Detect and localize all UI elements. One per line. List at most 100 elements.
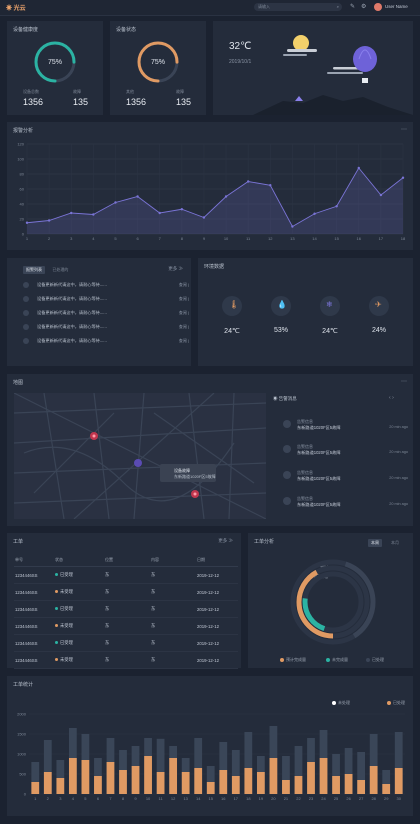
username[interactable]: User Name <box>385 4 408 9</box>
x-tick-label: 4 <box>72 796 75 801</box>
gear-icon[interactable]: ⚙ <box>361 4 367 10</box>
alert-icon <box>23 296 29 302</box>
col-id[interactable]: 单号 <box>14 554 54 567</box>
segment-week[interactable]: 本周 <box>368 539 382 547</box>
list-item[interactable]: 告警信息 东新路道1020F区5故障 20 min ago <box>283 469 408 497</box>
table-row[interactable]: 1234446SS 未受理东东 2019-12-12 <box>14 583 238 601</box>
weather-panel: 32℃ 2019/10/1 <box>213 21 413 115</box>
tooltip-title: 设备故障 <box>174 468 190 473</box>
table-row[interactable]: 1234446SS 已受理东东 2019-12-12 <box>14 634 238 652</box>
bar-processed <box>194 768 203 794</box>
city-map[interactable] <box>14 393 266 519</box>
status-dot <box>55 573 58 577</box>
table-row[interactable]: 1234446SS 已受理东东 2019-12-12 <box>14 600 238 618</box>
table-row[interactable]: 1234446SS 未受理东东 2019-12-12 <box>14 617 238 635</box>
more-link[interactable]: 更多 ≫ <box>218 538 233 543</box>
bar-processed <box>219 770 228 794</box>
x-tick-label: 8 <box>122 796 125 801</box>
list-item[interactable]: 设备更新新代请这中，请耐心等待...... 查阅 | <box>23 280 189 290</box>
order-status: 未受理 <box>54 583 104 601</box>
ring-outer <box>290 559 376 645</box>
x-tick-label: 3 <box>70 236 73 241</box>
data-point <box>313 212 316 215</box>
bar-processed <box>357 780 366 794</box>
bar-processed <box>206 782 215 794</box>
list-item[interactable]: 告警信息 东新路道1020F区5故障 20 min ago <box>283 443 408 471</box>
message-header: ◉ 告警消息 <box>273 396 297 402</box>
col-status[interactable]: 状态 <box>54 554 104 567</box>
message-title: 告警消息 <box>278 396 297 401</box>
x-tick-label: 11 <box>246 236 251 241</box>
bar-unprocessed <box>394 732 403 794</box>
bar-processed <box>181 772 190 794</box>
bar-processed <box>394 768 403 794</box>
bar-unprocessed <box>56 760 65 794</box>
next-icon[interactable]: › <box>392 395 394 401</box>
bar-processed <box>131 766 140 794</box>
wind-value: 24% <box>371 327 386 334</box>
search-input[interactable]: 请输入 ⌕ <box>254 3 342 11</box>
legend-item: 已处理 <box>366 657 384 663</box>
alarm-text: 设备更新新代请这中，请耐心等待...... <box>37 296 107 301</box>
alarm-action[interactable]: 查阅 | <box>178 324 189 329</box>
y-tick-label: 60 <box>20 187 25 192</box>
alarm-action[interactable]: 查阅 | <box>178 282 189 287</box>
status-gauge <box>137 41 179 83</box>
x-tick-label: 17 <box>234 796 239 801</box>
x-tick-label: 9 <box>203 236 206 241</box>
list-item[interactable]: 设备更新新代请这中，请耐心等待...... 查阅 | <box>23 322 189 332</box>
work-stats-panel: 工单统计 未处理 已处理 0 500 1000 1500 2000 1 2 3 4 5 6 7 8 9 10… <box>7 676 413 816</box>
x-tick-label: 26 <box>346 796 351 801</box>
x-tick-label: 18 <box>246 796 251 801</box>
segment-month[interactable]: 本月 <box>391 540 399 545</box>
alert-icon <box>23 338 29 344</box>
avatar[interactable] <box>374 3 382 11</box>
list-item[interactable]: 设备更新新代请这中，请耐心等待...... 查阅 | <box>23 294 189 304</box>
balloon-icon <box>353 46 377 72</box>
edit-icon[interactable]: ✎ <box>350 4 356 10</box>
list-item[interactable]: 告警信息 东新路道1020F区5故障 20 min ago <box>283 495 408 523</box>
x-tick-label: 27 <box>359 796 364 801</box>
list-item[interactable]: 设备更新新代请这中，请耐心等待...... 查阅 | <box>23 336 189 346</box>
data-point <box>25 221 29 224</box>
tab-processed[interactable]: 已处理的 <box>52 267 69 272</box>
col-location: 位置 <box>104 554 150 567</box>
search-icon[interactable]: ⌕ <box>336 4 339 9</box>
table-row[interactable]: 1234446SS 未受理东东 2019-12-12 <box>14 651 238 669</box>
table-row[interactable]: 1234446SS 已受理东东 2019-12-12 <box>14 566 238 584</box>
bar-processed <box>319 758 328 794</box>
x-tick-label: 29 <box>384 796 389 801</box>
more-icon[interactable]: ⋯ <box>401 127 407 133</box>
bar-unprocessed <box>231 750 240 794</box>
alarm-action[interactable]: 查阅 | <box>178 310 189 315</box>
msg-body: 东新路道1020F区5故障 <box>297 476 341 481</box>
pager: ‹ › <box>389 395 394 401</box>
more-icon[interactable]: ⋯ <box>401 379 407 385</box>
y-tick-label: 120 <box>17 142 24 147</box>
map-tooltip <box>160 464 216 482</box>
status-dot <box>55 607 58 611</box>
app-logo[interactable]: ☀ 光云 <box>6 6 26 12</box>
alert-icon <box>283 471 291 479</box>
list-item[interactable]: 告警信息 东新路道1020F区5故障 20 min ago <box>283 418 408 446</box>
temperature-value: 24℃ <box>224 328 240 335</box>
bar-unprocessed <box>43 740 52 794</box>
alert-icon <box>23 324 29 330</box>
alert-icon <box>283 420 291 428</box>
tab-alarm-list[interactable]: 报警列表 <box>23 266 45 274</box>
msg-time: 20 min ago <box>389 502 408 506</box>
prev-icon[interactable]: ‹ <box>389 395 391 401</box>
alarm-action[interactable]: 查阅 | <box>178 296 189 301</box>
order-status: 未受理 <box>54 651 104 669</box>
bar-processed <box>31 782 40 794</box>
order-content: 东 <box>150 634 196 652</box>
search-placeholder: 请输入 <box>258 4 270 9</box>
message-icon: ◉ <box>273 396 278 401</box>
list-item[interactable]: 设备更新新代请这中，请耐心等待...... 查阅 | <box>23 308 189 318</box>
alarm-action[interactable]: 查阅 | <box>178 338 189 343</box>
more-link[interactable]: 更多 ≫ <box>168 266 183 271</box>
work-ring-chart <box>290 559 376 645</box>
area-fill <box>27 168 403 234</box>
alarm-text: 设备更新新代请这中，请耐心等待...... <box>37 324 107 329</box>
fault-label: 故障 <box>73 89 81 94</box>
